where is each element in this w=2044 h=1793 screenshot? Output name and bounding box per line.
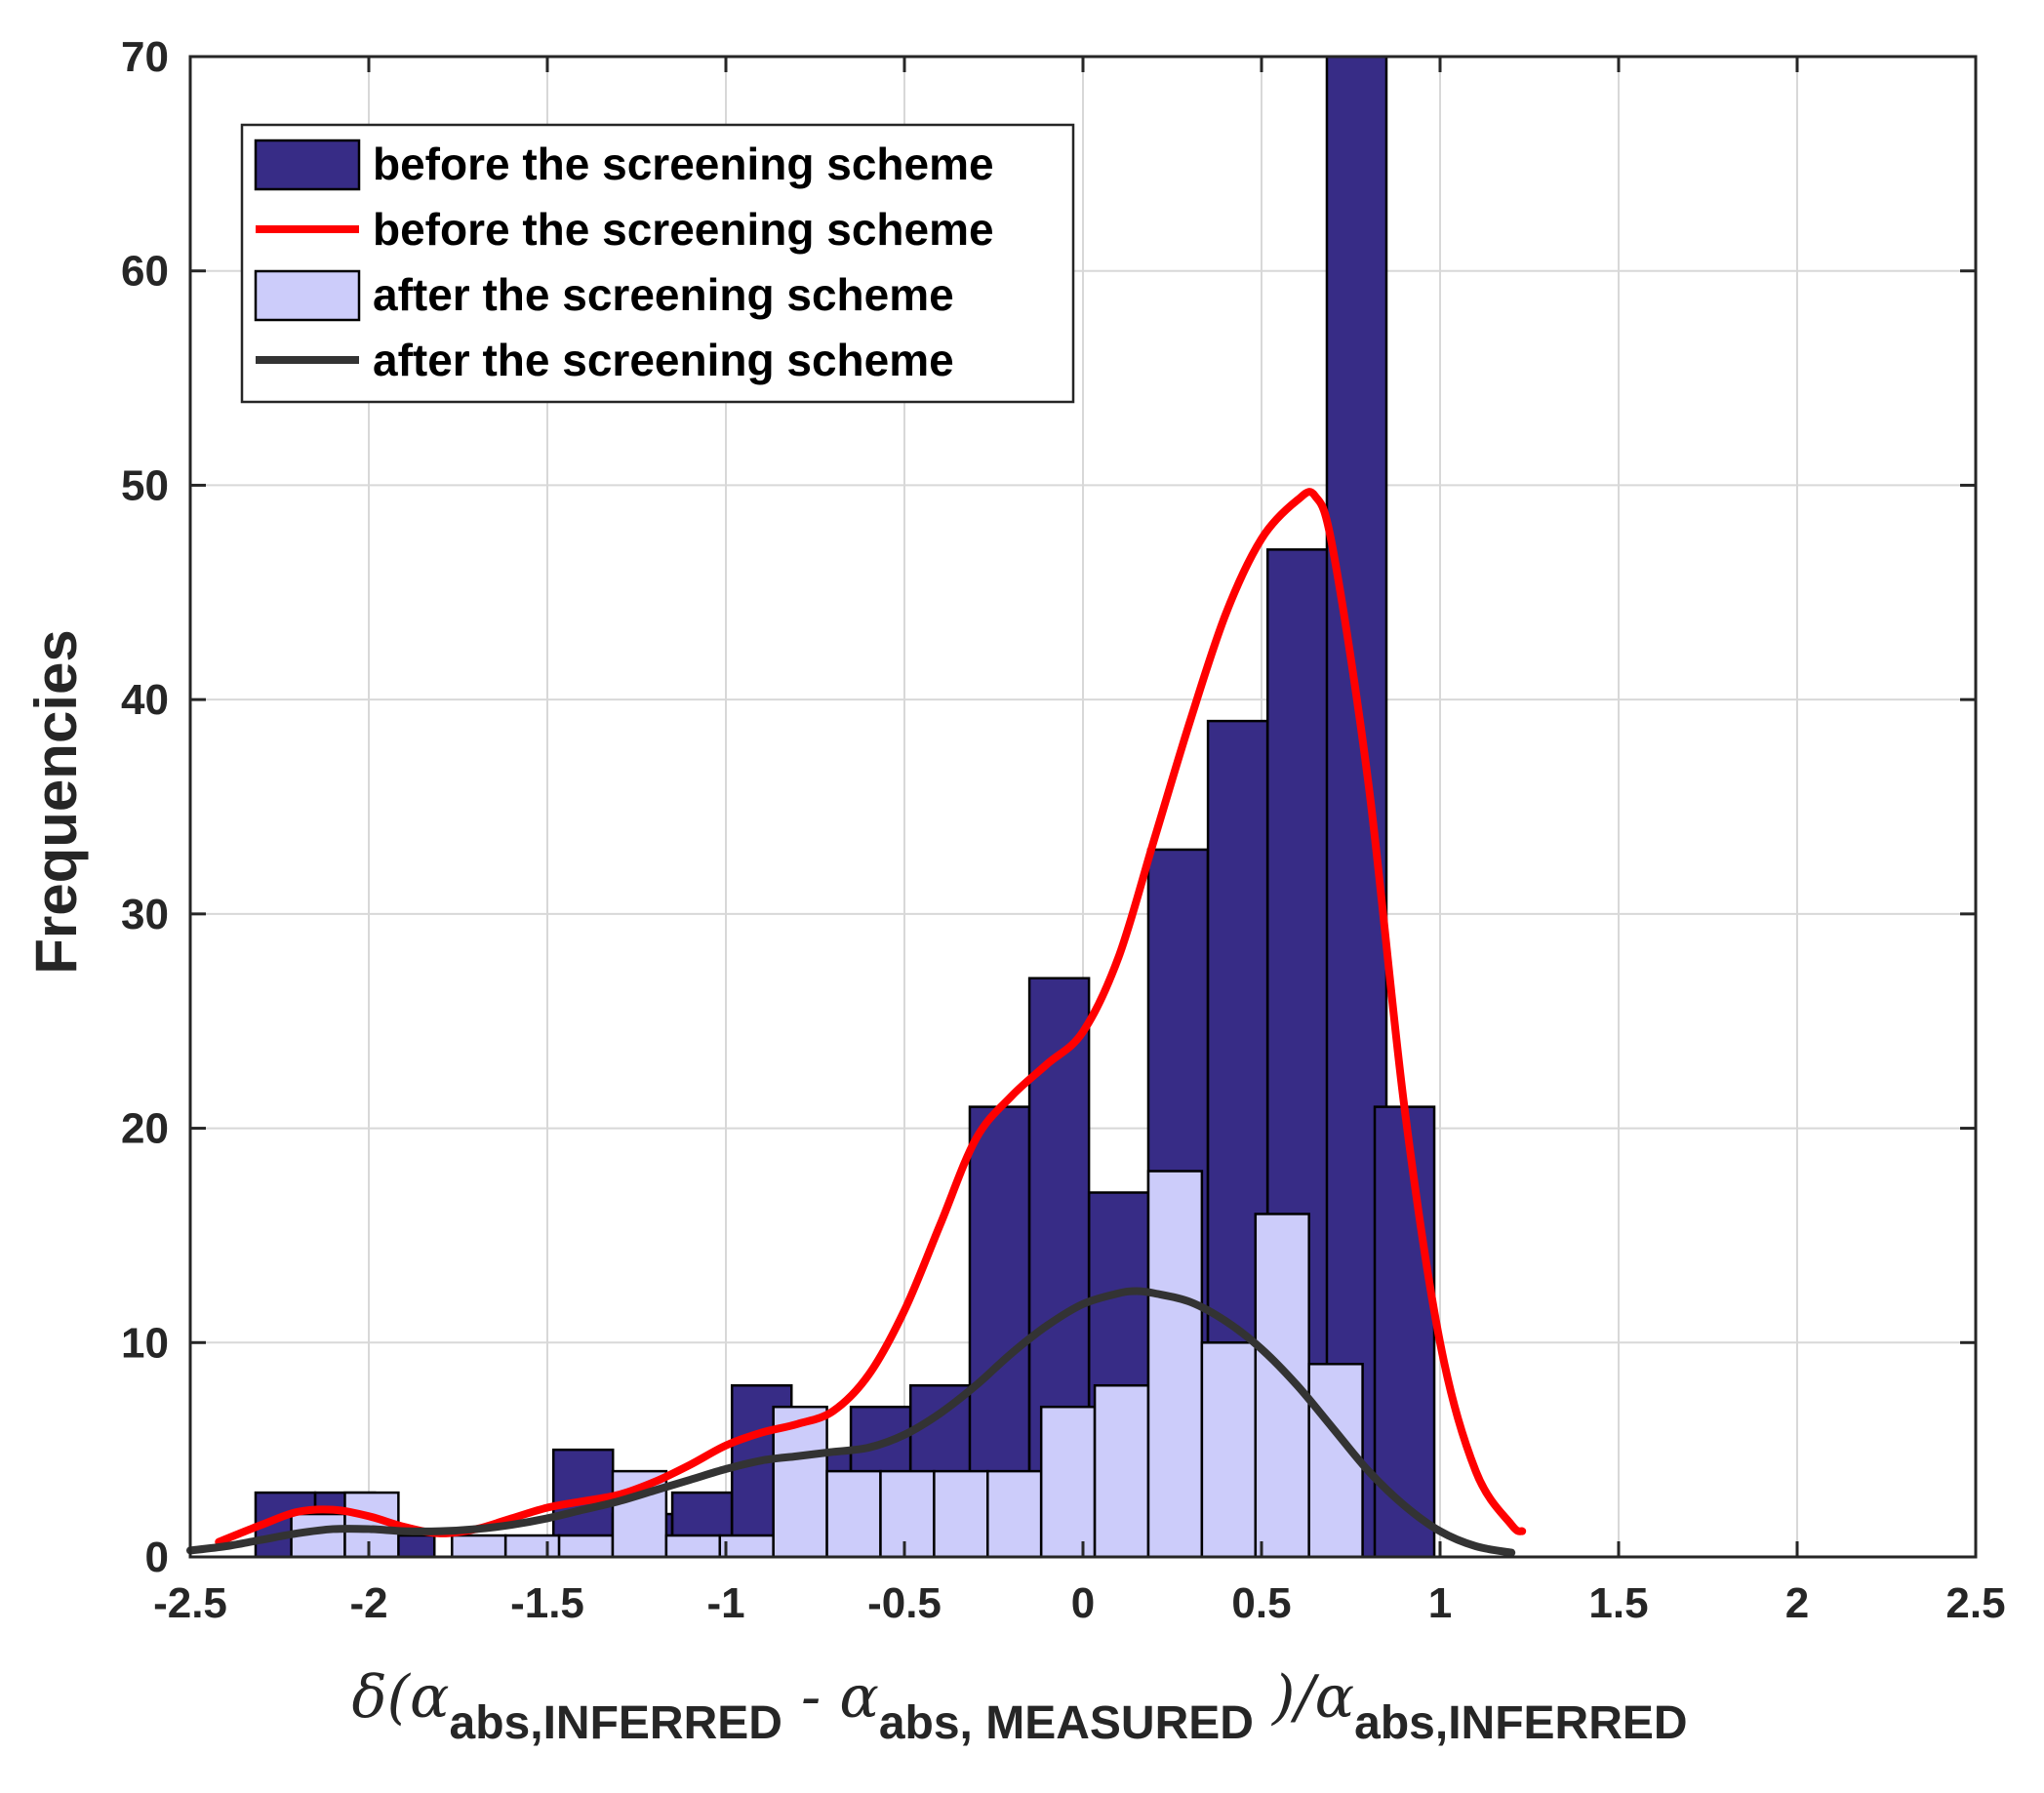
after-bar <box>1146 1170 1204 1559</box>
legend-label: after the screening scheme <box>373 335 954 385</box>
x-axis-label-part: abs,INFERRED <box>1354 1697 1687 1749</box>
after-bar <box>1307 1363 1364 1559</box>
y-tick-label: 10 <box>121 1319 169 1367</box>
x-tick-label: -2.5 <box>153 1579 227 1627</box>
x-tick-label: -1 <box>706 1579 744 1627</box>
x-axis-label: δ(αabs,INFERRED - αabs, MEASURED )/αabs,… <box>351 1663 1687 1749</box>
after-bar <box>451 1534 507 1559</box>
after-bar <box>1093 1383 1150 1559</box>
legend-swatch <box>254 269 361 322</box>
y-tick-label: 0 <box>145 1534 169 1581</box>
x-tick-label: -2 <box>349 1579 387 1627</box>
legend-swatch <box>254 139 361 191</box>
x-tick-label: 2.5 <box>1945 1579 2005 1627</box>
legend: before the screening scheme before the sc… <box>240 123 1075 404</box>
x-tick-label: 0 <box>1071 1579 1095 1627</box>
legend-label: after the screening scheme <box>373 269 954 320</box>
after-bar <box>825 1469 882 1559</box>
after-bar <box>718 1534 775 1559</box>
y-axis-label: Frequencies <box>23 629 89 974</box>
after-bar <box>664 1534 722 1559</box>
y-tick-labels: 0 10 20 30 40 50 60 70 <box>121 33 169 1581</box>
y-tick-label: 70 <box>121 33 169 81</box>
legend-item-after-bars: after the screening scheme <box>254 269 954 322</box>
x-axis-label-part: abs,INFERRED <box>450 1697 782 1749</box>
y-tick-label: 60 <box>121 248 169 296</box>
x-axis-label-part: - α <box>782 1663 879 1732</box>
after-bar <box>1039 1405 1097 1559</box>
bars-after-screening <box>290 1170 1364 1559</box>
x-axis-label-part: )/α <box>1254 1663 1354 1732</box>
after-bar <box>503 1534 561 1559</box>
x-tick-label: 1.5 <box>1588 1579 1648 1627</box>
legend-item-before-line: before the screening scheme <box>256 204 994 255</box>
x-tick-label: 1 <box>1428 1579 1452 1627</box>
legend-label: before the screening scheme <box>373 139 994 189</box>
after-bar <box>986 1469 1043 1559</box>
legend-item-before-bars: before the screening scheme <box>254 139 994 191</box>
after-bar <box>933 1469 989 1559</box>
after-bar <box>879 1469 936 1559</box>
axis-ticks <box>188 55 1978 1559</box>
legend-item-after-line: after the screening scheme <box>256 335 954 385</box>
x-tick-label: 0.5 <box>1231 1579 1291 1627</box>
x-axis-label-part: δ(α <box>351 1663 449 1732</box>
y-tick-label: 30 <box>121 891 169 938</box>
x-tick-label: 2 <box>1785 1579 1809 1627</box>
legend-box <box>240 123 1075 404</box>
legend-label: before the screening scheme <box>373 204 994 255</box>
x-axis-label-part: abs, MEASURED <box>879 1697 1254 1749</box>
density-curves <box>186 488 1527 1557</box>
y-tick-label: 50 <box>121 461 169 509</box>
after-bar <box>1200 1341 1258 1559</box>
x-tick-labels: -2.5 -2 -1.5 -1 -0.5 0 0.5 1 1.5 2 2.5 <box>153 1579 2006 1627</box>
after-bar <box>557 1534 615 1559</box>
x-tick-label: -1.5 <box>510 1579 584 1627</box>
y-tick-label: 40 <box>121 676 169 724</box>
after-density-line <box>186 1287 1516 1557</box>
x-tick-label: -0.5 <box>867 1579 942 1627</box>
y-tick-label: 20 <box>121 1105 169 1153</box>
